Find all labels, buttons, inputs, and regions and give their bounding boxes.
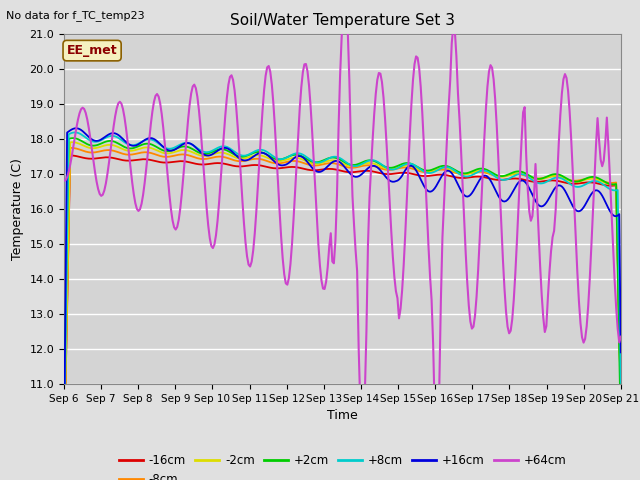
Legend: -16cm, -8cm, -2cm, +2cm, +8cm, +16cm, +64cm: -16cm, -8cm, -2cm, +2cm, +8cm, +16cm, +6…: [115, 449, 571, 480]
Y-axis label: Temperature (C): Temperature (C): [11, 158, 24, 260]
Text: EE_met: EE_met: [67, 44, 117, 57]
Text: No data for f_TC_temp23: No data for f_TC_temp23: [6, 10, 145, 21]
Title: Soil/Water Temperature Set 3: Soil/Water Temperature Set 3: [230, 13, 455, 28]
X-axis label: Time: Time: [327, 409, 358, 422]
